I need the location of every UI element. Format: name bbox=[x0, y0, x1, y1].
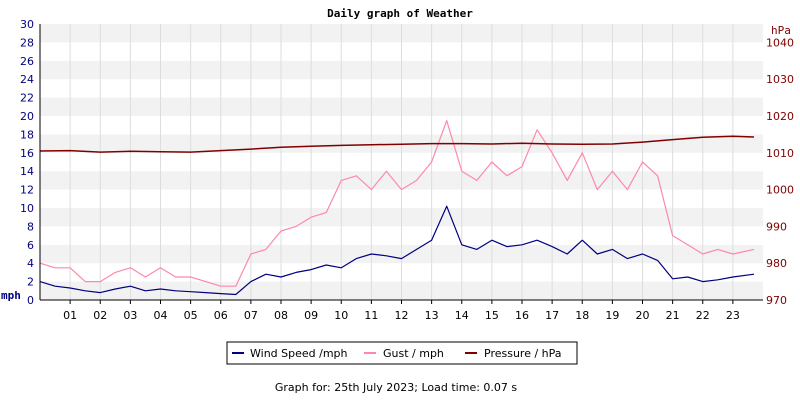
x-tick-label: 20 bbox=[636, 309, 650, 322]
x-tick-label: 23 bbox=[726, 309, 740, 322]
x-tick-label: 14 bbox=[455, 309, 469, 322]
legend: Wind Speed /mph Gust / mph Pressure / hP… bbox=[226, 341, 578, 365]
right-tick-label: 1020 bbox=[766, 110, 794, 123]
x-tick-label: 10 bbox=[334, 309, 348, 322]
x-tick-label: 01 bbox=[63, 309, 77, 322]
right-tick-label: 1010 bbox=[766, 147, 794, 160]
x-tick-label: 11 bbox=[364, 309, 378, 322]
x-tick-label: 19 bbox=[605, 309, 619, 322]
left-tick-label: 16 bbox=[20, 147, 34, 160]
left-tick-label: 10 bbox=[20, 202, 34, 215]
series-wind-speed bbox=[39, 205, 755, 296]
left-tick-label: 24 bbox=[20, 73, 34, 86]
x-tick-label: 18 bbox=[575, 309, 589, 322]
x-tick-label: 22 bbox=[696, 309, 710, 322]
x-tick-label: 21 bbox=[666, 309, 680, 322]
x-tick-label: 12 bbox=[395, 309, 409, 322]
legend-label-wind: Wind Speed /mph bbox=[250, 347, 348, 360]
right-tick-label: 1000 bbox=[766, 184, 794, 197]
x-tick-label: 05 bbox=[184, 309, 198, 322]
x-axis-ticks: 01 02 03 04 05 06 07 08 09 10 11 12 13 14 15 16 17 18 19 20… bbox=[63, 300, 740, 322]
x-tick-label: 13 bbox=[425, 309, 439, 322]
series-pressure bbox=[39, 135, 755, 153]
x-tick-label: 06 bbox=[214, 309, 228, 322]
legend-label-gust: Gust / mph bbox=[383, 347, 444, 360]
legend-label-pressure: Pressure / hPa bbox=[484, 347, 562, 360]
left-tick-label: 14 bbox=[20, 165, 34, 178]
left-tick-label: 18 bbox=[20, 128, 34, 141]
left-tick-label: 26 bbox=[20, 55, 34, 68]
left-tick-label: 20 bbox=[20, 110, 34, 123]
x-tick-label: 03 bbox=[123, 309, 137, 322]
right-tick-label: 990 bbox=[766, 220, 787, 233]
chart-title: Daily graph of Weather bbox=[327, 7, 473, 20]
right-axis-label: hPa bbox=[771, 24, 791, 37]
legend-box bbox=[226, 341, 578, 365]
x-tick-label: 07 bbox=[244, 309, 258, 322]
right-tick-label: 980 bbox=[766, 257, 787, 270]
left-tick-label: 30 bbox=[20, 18, 34, 31]
right-tick-label: 1030 bbox=[766, 73, 794, 86]
left-tick-label: 12 bbox=[20, 184, 34, 197]
x-tick-label: 08 bbox=[274, 309, 288, 322]
left-tick-label: 4 bbox=[27, 257, 34, 270]
left-tick-label: 2 bbox=[27, 276, 34, 289]
left-tick-label: 0 bbox=[27, 294, 34, 307]
right-axis-ticks: 970 980 990 1000 1010 1020 1030 1040 bbox=[766, 36, 794, 307]
x-tick-label: 04 bbox=[154, 309, 168, 322]
x-tick-label: 17 bbox=[545, 309, 559, 322]
x-tick-label: 16 bbox=[515, 309, 529, 322]
series-gust bbox=[39, 119, 755, 287]
x-tick-label: 15 bbox=[485, 309, 499, 322]
x-tick-label: 02 bbox=[93, 309, 107, 322]
x-tick-label: 09 bbox=[304, 309, 318, 322]
left-tick-label: 6 bbox=[27, 239, 34, 252]
footer-text: Graph for: 25th July 2023; Load time: 0.… bbox=[275, 381, 518, 394]
series-layer bbox=[39, 119, 755, 296]
left-tick-label: 28 bbox=[20, 36, 34, 49]
right-tick-label: 1040 bbox=[766, 36, 794, 49]
left-tick-label: 8 bbox=[27, 220, 34, 233]
left-tick-label: 22 bbox=[20, 92, 34, 105]
left-axis-label: mph bbox=[1, 289, 21, 302]
right-tick-label: 970 bbox=[766, 294, 787, 307]
